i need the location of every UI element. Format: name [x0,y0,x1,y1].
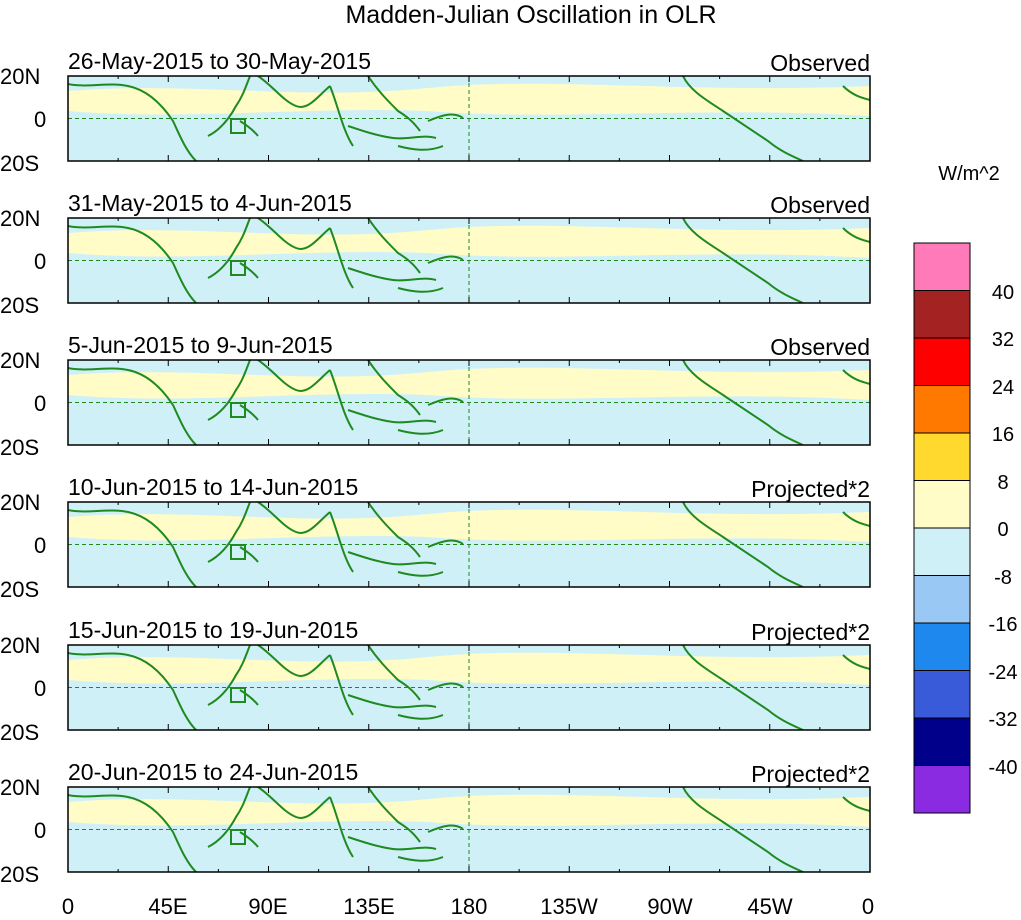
colorbar-swatch [913,480,971,529]
olr-anomaly-map [68,502,870,587]
x-tick-label: 45W [747,894,792,919]
panel-date-range: 26-May-2015 to 30-May-2015 [68,48,371,74]
lat-label-20s: 20S [0,293,39,318]
panel-date-range: 10-Jun-2015 to 14-Jun-2015 [68,474,358,500]
olr-anomaly-map [68,787,870,872]
x-tick-label: 135W [540,894,598,919]
panel-kind-label: Projected*2 [751,761,870,787]
map-panel: 20-Jun-2015 to 24-Jun-2015 Projected*2 20N… [0,759,871,887]
lat-label-20s: 20S [0,151,39,176]
colorbar-tick-label: -24 [989,662,1018,684]
olr-anomaly-map [68,218,870,303]
colorbar-tick-label: 32 [992,329,1014,351]
figure-title: Madden-Julian Oscillation in OLR [345,1,716,29]
colorbar-swatch [913,670,971,719]
x-tick-label: 135E [343,894,394,919]
lat-label-equator: 0 [34,676,46,701]
panel-date-range: 5-Jun-2015 to 9-Jun-2015 [68,332,333,358]
panel-kind-label: Projected*2 [751,476,870,502]
colorbar-swatch [913,717,971,766]
lat-label-equator: 0 [34,391,46,416]
colorbar-swatch [913,242,971,291]
colorbar-tick-label: 0 [997,519,1008,541]
x-axis-labels: 0 45E 90E 135E 180 135W 90W 45W 0 [62,894,874,919]
x-tick-label: 45E [148,894,187,919]
panel-date-range: 20-Jun-2015 to 24-Jun-2015 [68,759,358,785]
olr-anomaly-map [68,645,870,730]
olr-anomaly-map [68,76,870,161]
lat-label-equator: 0 [34,533,46,558]
lat-label-20s: 20S [0,720,39,745]
lat-label-20s: 20S [0,862,39,887]
lat-label-equator: 0 [34,818,46,843]
colorbar-swatch [913,527,971,576]
colorbar-swatch [913,290,971,339]
colorbar-swatch [913,575,971,624]
panel-date-range: 15-Jun-2015 to 19-Jun-2015 [68,617,358,643]
colorbar: W/m^2 40 32 24 16 8 0 -8 -16 -24 -32 -40 [913,163,1018,814]
colorbar-tick-label: -8 [994,567,1012,589]
x-tick-label: 0 [62,894,74,919]
colorbar-tick-label: -16 [989,614,1018,636]
lat-label-20s: 20S [0,577,39,602]
panel-date-range: 31-May-2015 to 4-Jun-2015 [68,190,352,216]
colorbar-unit-label: W/m^2 [938,163,1000,185]
x-tick-label: 0 [862,894,874,919]
x-tick-label: 90E [248,894,287,919]
map-panel: 31-May-2015 to 4-Jun-2015 Observed 20N 0 20S [0,190,871,318]
x-tick-label: 90W [647,894,692,919]
colorbar-swatch [913,765,971,814]
colorbar-tick-label: -32 [989,709,1018,731]
colorbar-tick-label: 24 [992,377,1014,399]
panel-kind-label: Observed [770,50,870,76]
panel-kind-label: Observed [770,192,870,218]
lat-label-20n: 20N [0,633,40,658]
colorbar-swatch [913,337,971,386]
lat-label-equator: 0 [34,107,46,132]
lat-label-equator: 0 [34,249,46,274]
lat-label-20n: 20N [0,64,40,89]
olr-anomaly-map [68,360,870,445]
map-panel: 15-Jun-2015 to 19-Jun-2015 Projected*2 20N… [0,617,871,745]
colorbar-tick-label: 16 [992,424,1014,446]
lat-label-20s: 20S [0,435,39,460]
map-panel: 10-Jun-2015 to 14-Jun-2015 Projected*2 20N… [0,474,871,602]
colorbar-tick-label: -40 [989,757,1018,779]
lat-label-20n: 20N [0,775,40,800]
lat-label-20n: 20N [0,206,40,231]
map-panel: 26-May-2015 to 30-May-2015 Observed 20N 0 20… [0,48,871,176]
map-panel: 5-Jun-2015 to 9-Jun-2015 Observed 20N 0 20S [0,332,871,460]
lat-label-20n: 20N [0,348,40,373]
colorbar-swatch [913,385,971,434]
colorbar-swatch [913,432,971,481]
colorbar-tick-label: 40 [992,282,1014,304]
lat-label-20n: 20N [0,490,40,515]
colorbar-tick-label: 8 [997,472,1008,494]
x-tick-label: 180 [451,894,488,919]
panel-kind-label: Observed [770,334,870,360]
panel-kind-label: Projected*2 [751,619,870,645]
colorbar-swatch [913,622,971,671]
